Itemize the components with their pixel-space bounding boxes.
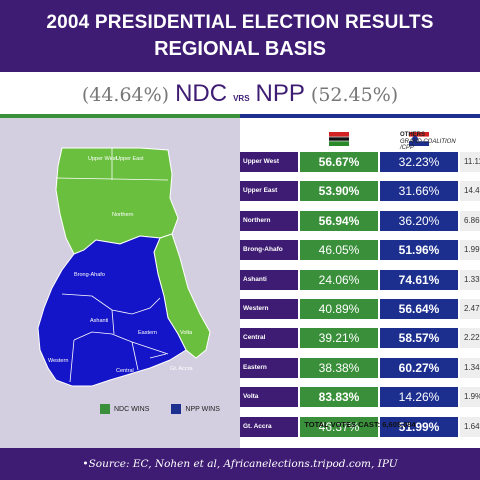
row-npp-value: 74.61% (380, 269, 458, 290)
ndc-flag-icon (329, 132, 349, 146)
row-others-value: 2.47% (460, 299, 480, 319)
row-others-value: 1.99% (460, 240, 480, 261)
row-ndc-value: 24.06% (300, 269, 378, 290)
legend-label-ndc: NDC WINS (114, 405, 150, 413)
map-label-eastern: Eastern (138, 330, 157, 336)
legend-swatch-npp (171, 404, 182, 414)
vs-label: VRS (233, 94, 250, 103)
others-header-2: GRAND COALITION (400, 138, 456, 145)
legend-swatch-ndc (100, 404, 110, 414)
row-ndc-value: 56.94% (300, 210, 378, 231)
green-stripe (0, 114, 240, 118)
row-region: Brong-Ahafo (240, 240, 298, 261)
row-ndc-value: 39.21% (300, 328, 378, 349)
row-others-value: 1.9% (460, 387, 480, 408)
row-ndc-value: 56.67% (300, 152, 378, 172)
npp-flag-icon (409, 132, 429, 146)
row-region: Western (240, 299, 298, 319)
legend-item-npp: NPP WINS (171, 404, 220, 414)
map-label-gt-accra: Gt. Accra (170, 366, 194, 372)
row-ndc-value: 46.05% (300, 240, 378, 261)
header-banner: 2004 PRESIDENTIAL ELECTION RESULTS REGIO… (0, 0, 480, 72)
row-npp-value: 51.96% (380, 240, 458, 261)
title-line-1: 2004 PRESIDENTIAL ELECTION RESULTS (46, 12, 434, 33)
boundary-ba (61, 293, 161, 315)
npp-national-pct: (52.45%) (310, 84, 399, 106)
boundary-central-accra (131, 341, 139, 371)
row-others-value: 14.43% (460, 181, 480, 202)
row-npp-value: 56.64% (380, 299, 458, 319)
row-region: Upper East (240, 181, 298, 202)
row-others-value: 1.34% (460, 357, 480, 378)
results-table: OTHERS GRAND COALITION /CPP Upper West 56… (240, 118, 480, 448)
row-others-value: 1.33% (460, 269, 480, 290)
boundary-accra (149, 353, 167, 359)
map-label-central: Central (116, 368, 134, 374)
row-others-value: 2.22% (460, 328, 480, 349)
row-ndc-value: 38.38% (300, 357, 378, 378)
total-votes: TOTAL VOTES CAST: 6,605,084 (304, 420, 416, 429)
map-label-upper-west: Upper West (88, 156, 117, 162)
ghana-map-panel: Upper West Upper East Northern Brong-Aha… (0, 118, 240, 448)
ghana-map: Upper West Upper East Northern Brong-Aha… (37, 147, 211, 387)
row-region: Volta (240, 387, 298, 408)
map-label-upper-east: Upper East (116, 156, 144, 162)
row-region: Central (240, 328, 298, 349)
row-npp-value: 31.66% (380, 181, 458, 202)
row-npp-value: 32.23% (380, 152, 458, 172)
source-footer: •Source: EC, Nohen et al, Africanelectio… (0, 448, 480, 480)
row-ndc-value: 40.89% (300, 299, 378, 319)
row-npp-value: 51.99% (380, 416, 458, 437)
row-others-value: 1.64% (460, 416, 480, 437)
map-label-brong-ahafo: Brong-Ahafo (74, 272, 105, 278)
others-header: OTHERS GRAND COALITION /CPP (400, 132, 480, 152)
row-region: Northern (240, 210, 298, 231)
row-region: Eastern (240, 357, 298, 378)
national-scoreline: (44.64%) NDC VRS NPP (52.45%) (0, 72, 480, 116)
row-ndc-value: 46.37% (300, 416, 378, 437)
row-npp-value: 36.20% (380, 210, 458, 231)
row-region: Upper West (240, 152, 298, 172)
legend-item-ndc: NDC WINS (100, 404, 149, 414)
blue-stripe (240, 114, 480, 118)
row-npp-value: 60.27% (380, 357, 458, 378)
boundary-coast (73, 331, 169, 355)
row-region: Ashanti (240, 269, 298, 290)
boundary-ash-east (111, 309, 115, 335)
legend-label-npp: NPP WINS (185, 405, 220, 413)
row-others-value: 11.11% (460, 152, 480, 172)
others-header-3: /CPP (400, 145, 415, 151)
map-legend: NDC WINS NPP WINS (100, 404, 220, 414)
ndc-label: NDC (175, 80, 228, 107)
npp-label: NPP (255, 80, 305, 107)
map-label-volta: Volta (180, 330, 193, 336)
map-label-northern: Northern (112, 212, 133, 218)
ndc-national-pct: (44.64%) (81, 84, 170, 106)
map-label-western: Western (48, 358, 68, 364)
row-npp-value: 58.57% (380, 328, 458, 349)
map-label-ashanti: Ashanti (90, 318, 108, 324)
row-npp-value: 14.26% (380, 387, 458, 408)
others-header-1: OTHERS (400, 132, 426, 138)
row-region: Gt. Accra (240, 416, 298, 437)
row-ndc-value: 53.90% (300, 181, 378, 202)
row-others-value: 6.86% (460, 210, 480, 231)
row-ndc-value: 83.83% (300, 387, 378, 408)
title-line-2: REGIONAL BASIS (154, 38, 326, 60)
boundary-west-central (69, 339, 75, 383)
